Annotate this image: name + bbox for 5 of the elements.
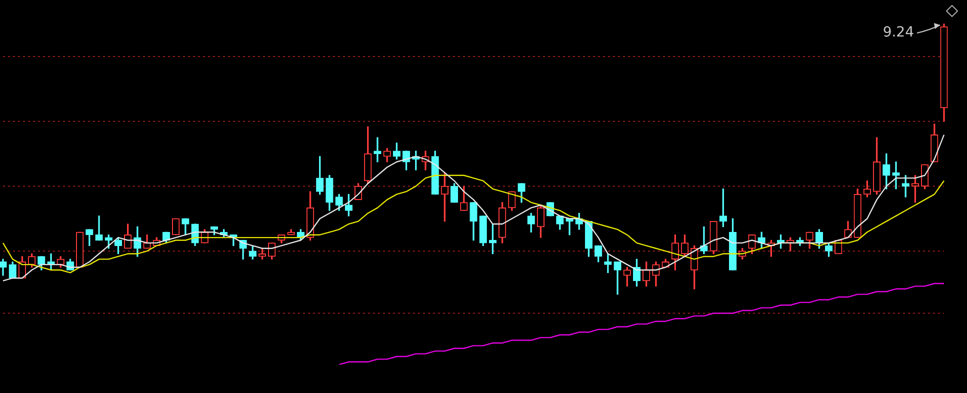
candlestick <box>374 137 382 162</box>
annotation: 9.24 <box>882 24 914 41</box>
candlestick <box>700 226 708 254</box>
candlestick <box>604 253 612 274</box>
candlestick <box>95 216 103 241</box>
